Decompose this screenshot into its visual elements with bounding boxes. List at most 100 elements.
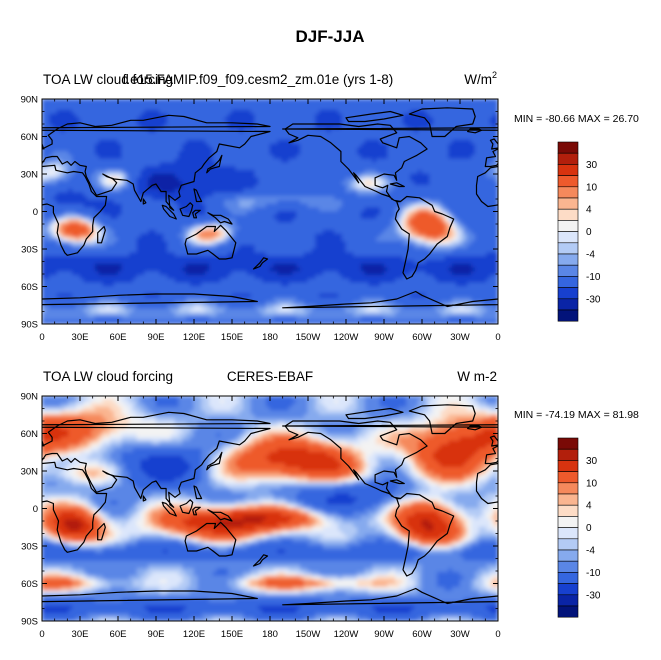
panel1-field [42,99,498,324]
coastline-nz [252,257,269,270]
coastline-madagascar [97,522,106,541]
coastline-sulawesi [192,209,201,219]
panel2-coastlines [42,404,661,606]
colorbar-label: -30 [586,294,601,305]
coastline-sulawesi [649,507,657,515]
coastline-africa [42,461,108,553]
colorbar-label: -30 [586,590,601,601]
panel1-stats: MIN = -80.66 MAX = 26.70 [514,113,639,125]
lon-tick-label: 0 [495,629,500,640]
colorbar-swatch [557,516,579,528]
coastline-greenland [408,107,476,138]
colorbar-label: -10 [586,568,601,579]
colorbar-label: 10 [586,182,598,193]
coastline-namerica [284,420,428,500]
coastline-antarctica [282,290,498,309]
panel2-left-title: TOA LW cloud forcing [43,369,173,384]
lon-tick-label: 120E [183,332,205,343]
lat-tick-label: 60N [21,429,39,440]
colorbar-label: 4 [586,205,592,216]
colorbar-swatch [557,493,579,506]
coastline-philippines [193,188,203,203]
panel1-units: W/m2 [464,70,497,87]
panel2-field [42,396,498,621]
lat-tick-label: 30N [21,170,39,181]
colorbar-swatch [557,208,579,221]
lon-tick-label: 180 [262,332,278,343]
coastline-samerica [394,492,455,577]
coastline-srilanka [599,199,602,204]
coastline-namerica [284,123,428,203]
panel2-units: W m-2 [457,369,497,384]
coastline-australia [641,522,661,556]
colorbar-label: -4 [586,250,595,261]
colorbar-swatch [557,276,579,288]
lon-tick-label: 150E [221,332,243,343]
lon-tick-label: 60E [110,629,127,640]
coastline-antarctica [42,590,258,603]
coastline-sulawesi [649,210,657,218]
coastline-cuba [389,182,405,188]
coastline-borneo [179,499,194,515]
coastline-uk [489,435,498,447]
lat-tick-label: 30N [21,467,39,478]
panel2-center-title: CERES-EBAF [227,369,313,384]
coastline-antarctica [42,293,258,306]
colorbar-swatch [557,482,579,495]
colorbar-swatch [557,527,579,540]
lon-tick-label: 30W [450,332,470,343]
coastline-antarctica [282,587,498,606]
colorbar-swatch [557,583,579,596]
lat-tick-label: 60S [21,282,38,293]
lon-tick-label: 120W [334,332,359,343]
colorbar-swatch [557,309,579,322]
coastline-newguinea [207,212,233,225]
coastline-madagascar [97,225,106,244]
colorbar-swatch [557,164,579,176]
panel1-map [42,99,657,324]
coastline-eurasia [42,114,271,211]
colorbar-swatch [557,549,579,562]
lat-tick-label: 0 [33,207,38,218]
colorbar-swatch [557,437,579,450]
colorbar-swatch [557,186,579,199]
coastline-iceland [467,425,483,431]
colorbar-label: -10 [586,272,601,283]
lon-tick-label: 0 [495,332,500,343]
panel1-center-title: f.e15.FAMIP.f09_f09.cesm2_zm.01e (yrs 1-… [123,72,394,87]
lon-tick-label: 150W [296,332,321,343]
coastline-borneo [179,202,194,218]
colorbar-swatch [557,287,579,300]
coastline-borneo [636,500,649,514]
colorbar-swatch [557,460,579,472]
coastline-srilanka [142,198,147,205]
coastline-uk [489,138,498,150]
colorbar-swatch [557,538,579,551]
lon-tick-label: 150E [221,629,243,640]
figure-title: DJF-JJA [296,27,365,46]
colorbar-swatch [557,448,579,461]
coastline-uk [42,440,44,446]
coastline-srilanka [142,495,147,502]
lat-tick-label: 90S [21,617,38,628]
coastline-japan [206,451,223,471]
panel2-colorbar: 30 10 4 0 -4 -10 -30 [557,437,601,618]
lon-tick-label: 120E [183,629,205,640]
colorbar-swatch [557,242,579,255]
panel1-colorbar: 30 10 4 0 -4 -10 -30 [557,141,601,322]
coastline-australia [184,224,237,260]
coastline-uk [42,143,44,149]
coastline-borneo [636,203,649,217]
coastline-samerica [394,195,455,280]
coastline-sumatra [618,205,632,219]
lon-tick-label: 90E [148,332,165,343]
lon-tick-label: 90E [148,629,165,640]
coastline-nz [252,554,269,567]
colorbar-swatch [557,572,579,584]
lon-tick-label: 90W [374,332,394,343]
lon-tick-label: 30W [450,629,470,640]
coastline-australia [184,521,237,557]
colorbar-swatch [557,197,579,210]
